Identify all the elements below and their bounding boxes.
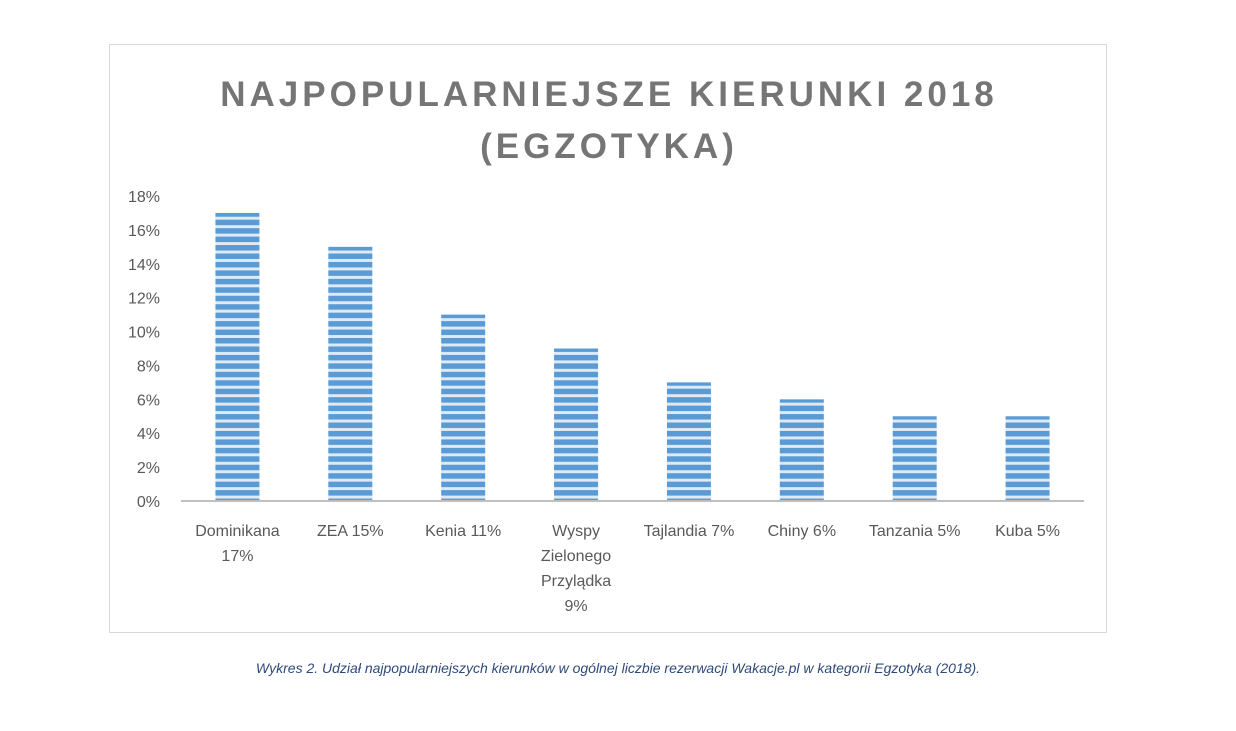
x-category-label: Tanzania 5% <box>869 523 961 540</box>
x-category-label: Dominikana 17% <box>195 523 280 565</box>
chart-frame: NAJPOPULARNIEJSZE KIERUNKI 2018 (EGZOTYK… <box>109 44 1107 633</box>
chart-title: NAJPOPULARNIEJSZE KIERUNKI 2018 (EGZOTYK… <box>110 69 1108 173</box>
y-tick-label: 10% <box>128 325 160 342</box>
x-category-label: ZEA 15% <box>317 523 384 540</box>
bar <box>554 348 599 501</box>
bar <box>441 314 486 501</box>
bar <box>215 212 260 501</box>
y-tick-label: 0% <box>137 494 160 511</box>
bar <box>1005 416 1050 501</box>
y-tick-label: 4% <box>137 426 160 443</box>
y-tick-label: 12% <box>128 291 160 308</box>
bar <box>892 416 937 501</box>
y-tick-label: 16% <box>128 223 160 240</box>
x-category-label: Tajlandia 7% <box>644 523 735 540</box>
x-category-label: Kuba 5% <box>995 523 1060 540</box>
x-category-label: Wyspy Zielonego Przylądka 9% <box>541 523 611 615</box>
y-tick-label: 8% <box>137 358 160 375</box>
bar <box>779 399 824 501</box>
bar-chart: 0% 2% 4% 6% 8% 10% 12% 14% 16% 18% Dominikana 17% Z… <box>128 189 1084 615</box>
y-tick-label: 14% <box>128 257 160 274</box>
y-tick-label: 6% <box>137 392 160 409</box>
bar <box>328 246 373 501</box>
bar <box>666 382 711 501</box>
x-category-label: Chiny 6% <box>768 523 836 540</box>
y-tick-label: 2% <box>137 460 160 477</box>
figure-caption: Wykres 2. Udział najpopularniejszych kie… <box>255 660 981 676</box>
x-category-label: Kenia 11% <box>425 523 501 540</box>
chart-title-line-1: NAJPOPULARNIEJSZE KIERUNKI 2018 <box>220 75 998 114</box>
chart-title-line-2: (EGZOTYKA) <box>480 127 738 166</box>
y-tick-label: 18% <box>128 189 160 206</box>
